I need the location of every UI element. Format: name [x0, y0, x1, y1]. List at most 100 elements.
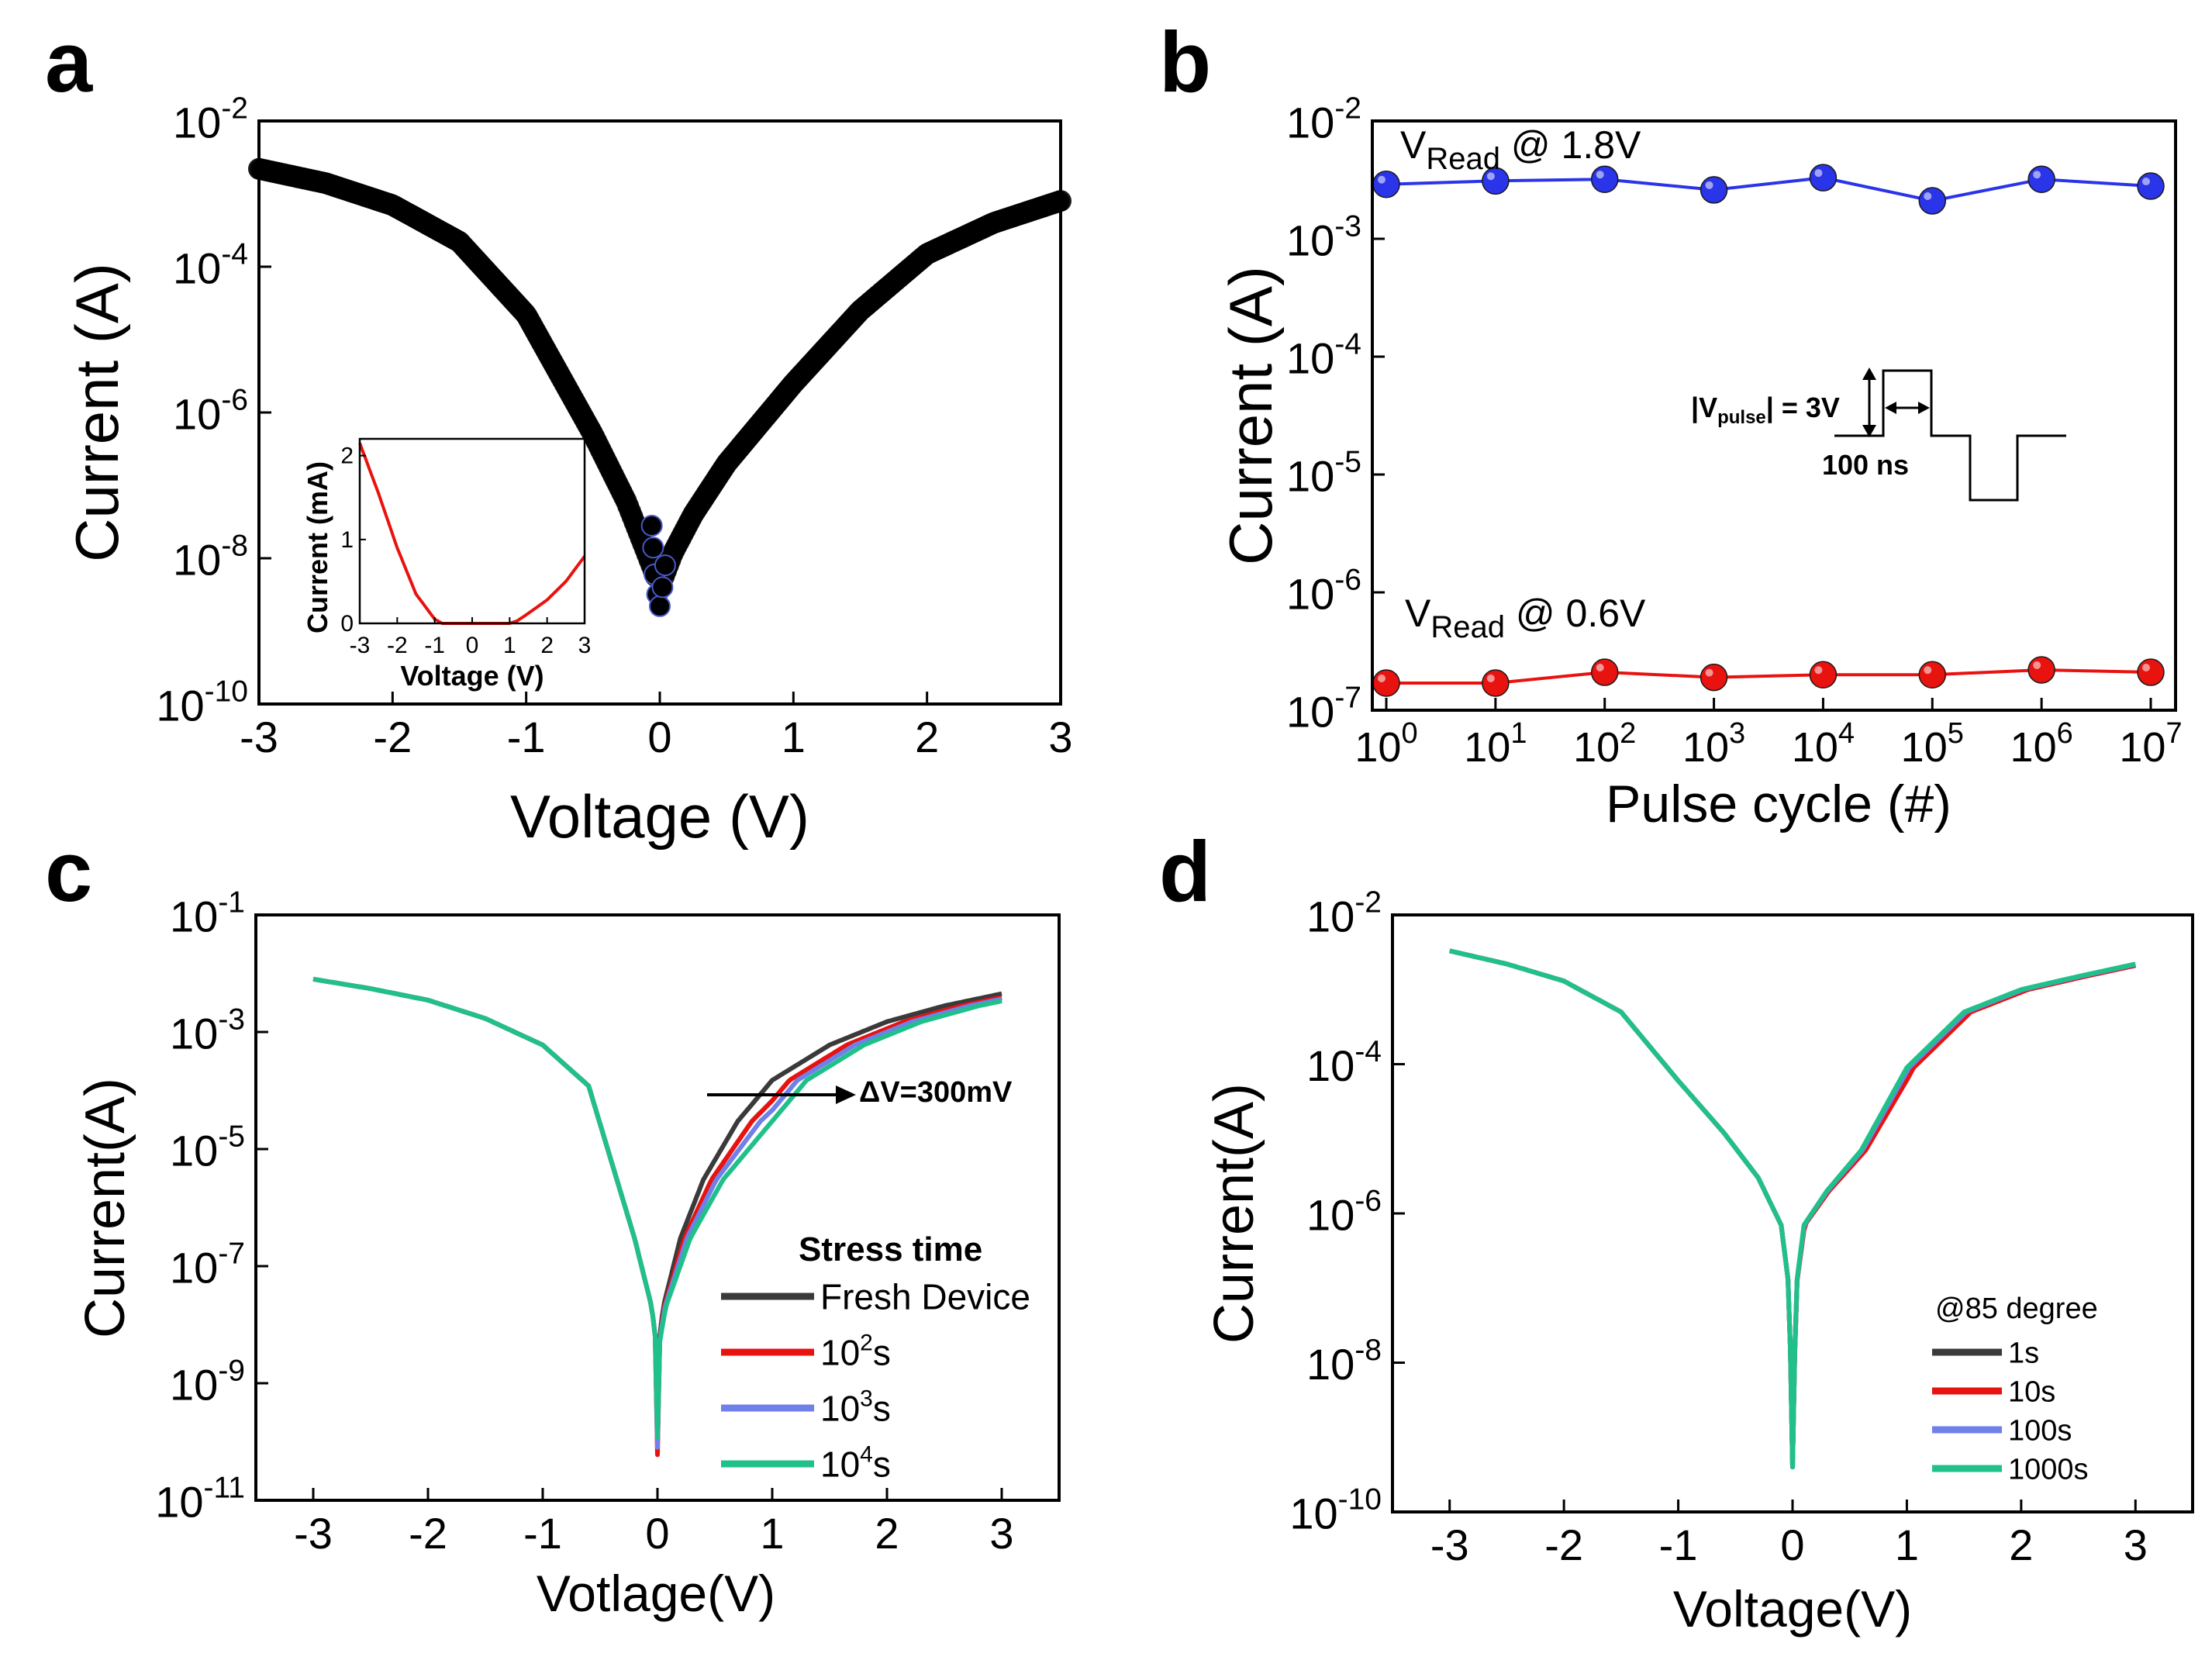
series-1-point-highlight-0: [1378, 674, 1386, 682]
pulse-amplitude-label: |Vpulse| = 3V: [1691, 392, 1840, 428]
b-xtick-label-0: 100: [1354, 717, 1417, 771]
b-xtick-base: 10: [1682, 724, 1729, 771]
p3-ytick-base: 10: [1306, 1190, 1354, 1239]
panel-c-xlabel: Votlage(V): [537, 1565, 775, 1622]
panel-c-data: [312, 976, 1002, 1458]
series-0-point-0: [1372, 170, 1400, 198]
p3-xtick-label--2: -2: [1544, 1520, 1583, 1569]
a-xtick-label-2: 2: [915, 713, 939, 761]
p2-xtick-label--2: -2: [409, 1509, 447, 1558]
legend-label-tail: s: [873, 1444, 891, 1485]
p2-xtick-label-3: 3: [989, 1509, 1013, 1558]
panel-b-frame: [1371, 119, 2177, 712]
series-1-point-highlight-6: [2033, 661, 2041, 669]
series-1-point-2: [1590, 658, 1619, 686]
p2-xtick-label--1: -1: [523, 1509, 562, 1558]
inset-xtick-label--2: -2: [387, 633, 408, 658]
inset-xtick-label-0: 0: [466, 633, 479, 658]
b-xtick-base: 10: [2010, 724, 2057, 771]
p3-ytick-exp: -8: [1354, 1334, 1382, 1367]
amp-close: | = 3V: [1766, 392, 1840, 424]
legend-label-tail: s: [873, 1389, 891, 1429]
b-xtick-exp: 2: [1620, 717, 1636, 750]
p3-ytick-label--8: 10-8: [1306, 1334, 1382, 1389]
legend-label-10^4s: 104s: [820, 1442, 891, 1485]
a-ytick-base: 10: [173, 243, 221, 292]
b-ytick-base: 10: [1286, 687, 1334, 736]
b-xtick-exp: 3: [1729, 717, 1745, 750]
b-xtick-exp: 5: [1948, 717, 1964, 750]
inset-xtick-label--1: -1: [424, 633, 445, 658]
inset-ytick-label-1: 1: [340, 527, 354, 553]
b-ytick-base: 10: [1286, 216, 1334, 264]
p3-ytick-label--4: 10-4: [1306, 1035, 1382, 1090]
p3-ytick-exp: -4: [1354, 1035, 1382, 1068]
p2-xtick-label-1: 1: [760, 1509, 784, 1558]
series-label-1.8v: VRead @ 1.8V: [1400, 123, 1641, 176]
p3-xtick-label-2: 2: [2009, 1520, 2033, 1569]
series-1-point-6: [2027, 656, 2055, 684]
legend-label-main: Fresh Device: [820, 1277, 1030, 1317]
p2-ytick-base: 10: [155, 1477, 203, 1526]
b-ytick-base: 10: [1286, 333, 1334, 382]
b-ytick-label--4: 10-4: [1286, 327, 1361, 382]
legend-label-sup: 4: [860, 1442, 873, 1468]
panel-letter-a: a: [45, 15, 93, 110]
p2-xtick-label--3: -3: [294, 1509, 333, 1558]
b-xtick-label-6: 106: [2010, 717, 2073, 771]
series-1-line: [1386, 668, 2152, 685]
label-0.6v-sub: Read: [1430, 610, 1505, 644]
p3-ytick-exp: -2: [1354, 885, 1382, 919]
inset-ytick-label-0: 0: [340, 611, 354, 637]
series-0-point-highlight-6: [2033, 171, 2041, 179]
b-ytick-exp: -5: [1334, 445, 1361, 478]
panel-b-xlabel: Pulse cycle (#): [1606, 775, 1951, 834]
b-ytick-exp: -3: [1334, 209, 1361, 243]
inset-xtick-label--3: -3: [350, 633, 371, 658]
label-0.6v-tail: @ 0.6V: [1505, 592, 1646, 635]
legend-label-main: 10: [820, 1389, 860, 1429]
label-1.8v-tail: @ 1.8V: [1500, 123, 1641, 167]
width-arrowhead-left: [1885, 402, 1896, 414]
a-ytick-base: 10: [156, 681, 204, 730]
a-ytick-label--4: 10-4: [173, 237, 248, 292]
p3-ytick-exp: -6: [1354, 1184, 1382, 1217]
b-xtick-base: 10: [1354, 724, 1401, 771]
a-xtick-label--1: -1: [507, 713, 546, 761]
series-0-point-3: [1700, 176, 1728, 204]
p2-ytick-label--7: 10-7: [170, 1237, 245, 1292]
p2-ytick-base: 10: [170, 892, 218, 940]
p2-xtick-label-0: 0: [645, 1509, 669, 1558]
legend-label-1000s: 1000s: [2008, 1454, 2089, 1486]
b-xtick-exp: 7: [2165, 717, 2182, 750]
series-1-point-highlight-7: [2142, 664, 2150, 672]
p2-ytick-label--3: 10-3: [170, 1003, 245, 1058]
a-xtick-label--2: -2: [373, 713, 412, 761]
b-ytick-label--2: 10-2: [1286, 91, 1361, 147]
b-xtick-exp: 1: [1510, 717, 1527, 750]
a-ytick-exp: -8: [221, 529, 248, 562]
series-0-point-6: [2027, 165, 2055, 193]
a-ytick-label--6: 10-6: [173, 383, 248, 438]
series-1-point-highlight-4: [1814, 666, 1823, 675]
inset-xtick-label-1: 1: [503, 633, 516, 658]
b-xtick-exp: 6: [2057, 717, 2073, 750]
a-ytick-label--10: 10-10: [156, 675, 248, 730]
series-label-0.6v: VRead @ 0.6V: [1405, 592, 1646, 644]
p3-xtick-label-3: 3: [2124, 1520, 2148, 1569]
legend-c-title: Stress time: [799, 1230, 982, 1268]
p2-ytick-base: 10: [170, 1126, 218, 1175]
legend-label-1s: 1s: [2008, 1337, 2039, 1370]
shift-arrowhead: [836, 1085, 856, 1104]
inset-xlabel: Voltage (V): [400, 660, 544, 692]
series-1-point-highlight-5: [1924, 666, 1932, 675]
panel-d-ylabel: Current(A): [1203, 1083, 1265, 1344]
series-0-point-highlight-4: [1814, 169, 1823, 178]
b-xtick-exp: 0: [1401, 717, 1417, 750]
pulse-waveform-inset: |Vpulse| = 3V 100 ns: [1691, 368, 2066, 502]
